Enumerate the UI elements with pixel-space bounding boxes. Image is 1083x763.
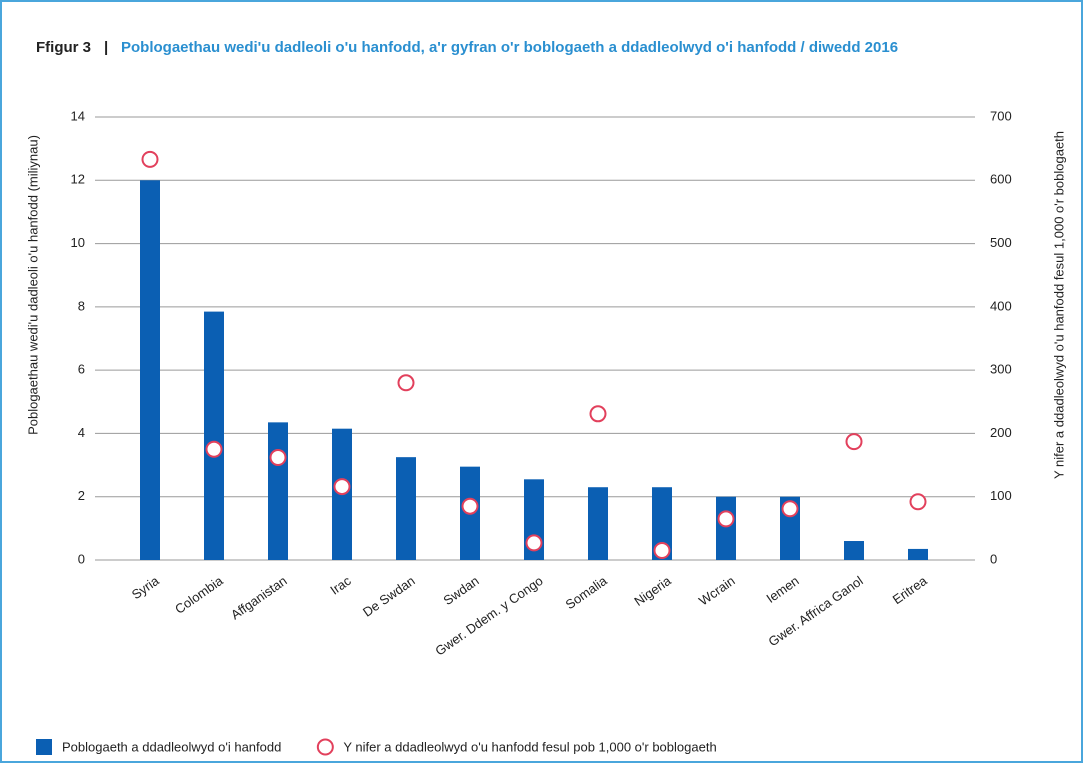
x-tick-label: Irac [327,573,354,598]
marker [205,440,223,458]
y-tick-label: 0 [78,551,85,566]
marker [653,542,671,560]
y2-tick-label: 100 [990,488,1012,503]
y2-tick-label: 300 [990,362,1012,377]
y2-tick-label: 0 [990,551,997,566]
y2-axis-title: Y nifer a ddadleolwyd o'u hanfodd fesul … [1051,131,1066,479]
y-tick-label: 14 [71,108,85,123]
x-tick-label: Affganistan [228,573,290,622]
legend-label: Poblogaeth a ddadleolwyd o'i hanfodd [62,739,281,754]
bar [588,487,608,560]
y2-tick-label: 400 [990,298,1012,313]
y-tick-label: 10 [71,235,85,250]
y-tick-label: 12 [71,172,85,187]
marker [717,510,735,528]
bar [652,487,672,560]
bar [204,311,224,560]
x-tick-label: Swdan [441,573,482,608]
y2-tick-label: 600 [990,172,1012,187]
marker [525,534,543,552]
figure-label: Ffigur 3 [36,39,91,56]
x-tick-label: Colombia [172,573,226,617]
legend-label: Y nifer a ddadleolwyd o'u hanfodd fesul … [343,739,716,754]
y-tick-label: 2 [78,488,85,503]
x-tick-label: Syria [129,573,162,603]
bar [844,541,864,560]
y-tick-label: 4 [78,425,85,440]
x-tick-label: Wcrain [696,573,738,608]
x-tick-label: Iemen [763,573,801,606]
x-tick-label: Nigeria [631,573,674,609]
bar [396,457,416,560]
marker [909,493,927,511]
x-tick-label: Eritrea [890,573,931,608]
title-separator: | [104,39,108,56]
y2-tick-label: 700 [990,108,1012,123]
x-tick-label: Somalia [563,573,611,613]
y2-tick-label: 200 [990,425,1012,440]
x-tick-label: De Swdan [360,573,418,620]
y-tick-label: 8 [78,298,85,313]
y-tick-label: 6 [78,362,85,377]
bar [716,496,736,560]
marker [333,478,351,496]
bar [908,548,928,560]
bar [140,180,160,561]
marker [781,500,799,518]
y-axis-title: Poblogaethau wedi'u dadleoli o'u hanfodd… [25,135,40,435]
y2-tick-label: 500 [990,235,1012,250]
legend-swatch [36,739,52,755]
marker [141,150,159,168]
marker [269,448,287,466]
legend-swatch [316,738,334,756]
chart-title: Poblogaethau wedi'u dadleoli o'u hanfodd… [121,39,898,56]
marker [397,374,415,392]
marker [589,405,607,423]
marker [845,433,863,451]
x-tick-label: Gwer. Ddem. y Congo [432,573,545,659]
marker [461,497,479,515]
bar [268,422,288,560]
